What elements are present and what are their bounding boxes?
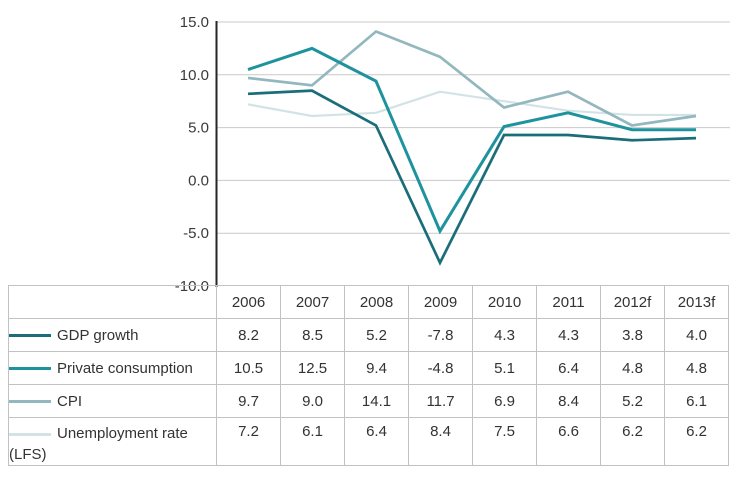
value-cell: 6.9 xyxy=(472,384,537,418)
value-cell: 4.8 xyxy=(664,351,729,385)
table-row-cpi: CPI 9.7 9.0 14.1 11.7 6.9 8.4 5.2 6.1 xyxy=(8,384,729,418)
value-cell: 7.5 xyxy=(472,417,537,466)
legend-line-swatch-unemployment-rate-lfs xyxy=(9,432,51,436)
series-label-cell: Private consumption xyxy=(8,351,217,385)
value-cell: 4.0 xyxy=(664,318,729,352)
table-row-unemployment-rate-lfs: Unemployment rate (LFS) 7.2 6.1 6.4 8.4 7.5 6.… xyxy=(8,417,729,466)
column-header-2009: 2009 xyxy=(408,285,473,319)
series-line-gdp-growth xyxy=(247,89,697,266)
series-line-unemployment-rate-lfs xyxy=(247,90,696,118)
column-header-2011: 2011 xyxy=(536,285,601,319)
table-row-gdp-growth: GDP growth 8.2 8.5 5.2 -7.8 4.3 4.3 3.8 4.0 xyxy=(8,318,729,352)
series-label-cell: GDP growth xyxy=(8,318,217,352)
value-cell: 6.6 xyxy=(536,417,601,466)
value-cell: 5.2 xyxy=(600,384,665,418)
column-header-2008: 2008 xyxy=(344,285,409,319)
column-header-2013f: 2013f xyxy=(664,285,729,319)
series-line-cpi xyxy=(247,29,697,127)
table-corner-blank xyxy=(8,285,217,319)
value-cell: 9.0 xyxy=(280,384,345,418)
value-cell: 6.4 xyxy=(344,417,409,466)
y-tick-label: 10.0 xyxy=(180,67,209,84)
value-cell: 4.3 xyxy=(472,318,537,352)
value-cell: 12.5 xyxy=(280,351,345,385)
value-cell: 6.2 xyxy=(600,417,665,466)
line-chart: 15.010.05.00.0-5.0-10.0 xyxy=(175,14,730,292)
value-cell: 6.2 xyxy=(664,417,729,466)
value-cell: 9.7 xyxy=(216,384,281,418)
value-cell: -4.8 xyxy=(408,351,473,385)
table-row-private-consumption: Private consumption 10.5 12.5 9.4 -4.8 5.1 6.4… xyxy=(8,351,729,385)
series-label: CPI xyxy=(57,392,83,410)
value-cell: 4.8 xyxy=(600,351,665,385)
table-header: 2006 2007 2008 2009 2010 2011 2012f 2013f xyxy=(8,285,729,319)
value-cell: 8.4 xyxy=(408,417,473,466)
series-label: Unemployment rate (LFS) xyxy=(9,425,188,463)
value-cell: 5.1 xyxy=(472,351,537,385)
series-label-cell: CPI xyxy=(8,384,217,418)
y-tick-label: -5.0 xyxy=(183,225,209,242)
legend-line-swatch-gdp-growth xyxy=(9,334,51,338)
data-table: 2006 2007 2008 2009 2010 2011 2012f 2013f GDP g… xyxy=(8,285,729,466)
value-cell: 5.2 xyxy=(344,318,409,352)
value-cell: -7.8 xyxy=(408,318,473,352)
series-line-private-consumption xyxy=(247,46,696,235)
value-cell: 9.4 xyxy=(344,351,409,385)
series-label: Private consumption xyxy=(57,359,193,377)
value-cell: 4.3 xyxy=(536,318,601,352)
value-cell: 8.2 xyxy=(216,318,281,352)
value-cell: 6.4 xyxy=(536,351,601,385)
value-cell: 14.1 xyxy=(344,384,409,418)
value-cell: 8.5 xyxy=(280,318,345,352)
column-header-2010: 2010 xyxy=(472,285,537,319)
value-cell: 10.5 xyxy=(216,351,281,385)
year-header-row: 2006 2007 2008 2009 2010 2011 2012f 2013f xyxy=(8,285,729,319)
value-cell: 7.2 xyxy=(216,417,281,466)
y-tick-label: 0.0 xyxy=(188,172,209,189)
value-cell: 8.4 xyxy=(536,384,601,418)
legend-line-swatch-cpi xyxy=(9,400,51,404)
value-cell: 6.1 xyxy=(664,384,729,418)
y-tick-label: 15.0 xyxy=(180,14,209,31)
table-body: GDP growth 8.2 8.5 5.2 -7.8 4.3 4.3 3.8 4.0 Priva… xyxy=(8,318,729,466)
value-cell: 3.8 xyxy=(600,318,665,352)
value-cell: 11.7 xyxy=(408,384,473,418)
y-tick-label: 5.0 xyxy=(188,120,209,137)
legend-line-swatch-private-consumption xyxy=(9,367,51,371)
series-label-cell: Unemployment rate (LFS) xyxy=(8,417,217,466)
value-cell: 6.1 xyxy=(280,417,345,466)
column-header-2012f: 2012f xyxy=(600,285,665,319)
column-header-2006: 2006 xyxy=(216,285,281,319)
column-header-2007: 2007 xyxy=(280,285,345,319)
series-label: GDP growth xyxy=(57,326,139,344)
